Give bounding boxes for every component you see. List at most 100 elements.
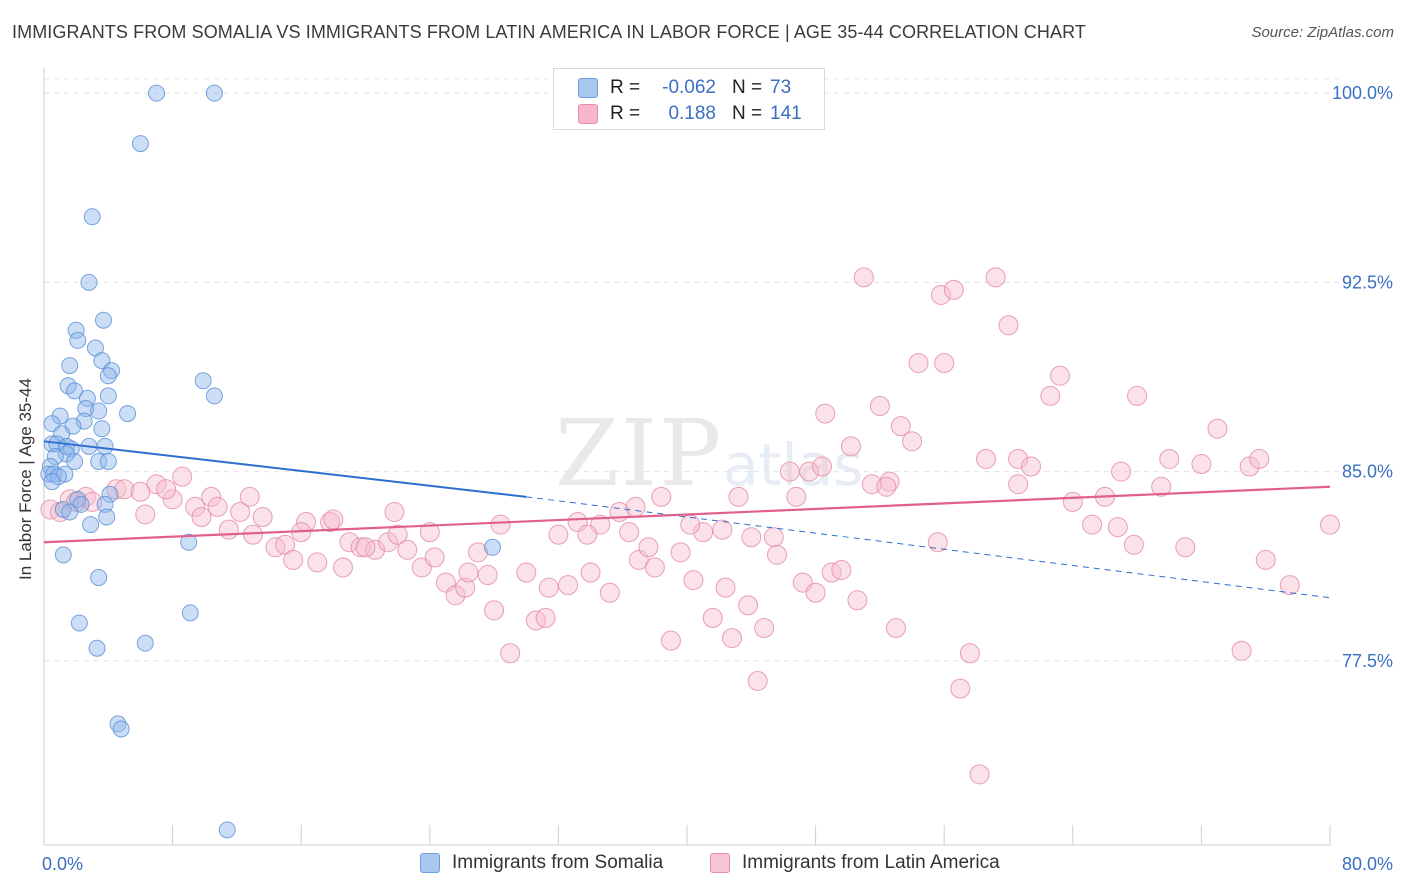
legend-swatch-latin-america xyxy=(710,853,730,873)
data-point xyxy=(77,400,95,418)
data-point xyxy=(46,447,64,465)
data-point xyxy=(683,570,704,591)
data-point xyxy=(54,546,72,564)
trend-line-somalia xyxy=(43,440,527,498)
data-point xyxy=(902,431,923,452)
data-point xyxy=(1279,575,1300,596)
data-point xyxy=(1082,514,1103,535)
data-point xyxy=(242,524,263,545)
legend-item-latin-america[interactable]: Immigrants from Latin America xyxy=(710,852,1000,874)
data-point xyxy=(638,537,659,558)
data-point xyxy=(815,403,836,424)
data-point xyxy=(70,614,88,632)
data-point xyxy=(181,604,199,622)
data-point xyxy=(558,575,579,596)
data-point xyxy=(767,544,788,565)
x-tick-label: 80.0% xyxy=(1342,854,1393,874)
data-point xyxy=(69,490,87,508)
axes xyxy=(43,68,1331,846)
data-point xyxy=(61,357,79,375)
data-point xyxy=(1062,491,1083,512)
data-point xyxy=(205,84,223,102)
data-point xyxy=(83,208,101,226)
data-point xyxy=(455,577,476,598)
data-point xyxy=(112,720,130,738)
legend-n-value: 141 xyxy=(770,103,802,124)
legend-item-somalia[interactable]: Immigrants from Somalia xyxy=(420,852,663,874)
data-point xyxy=(424,547,445,568)
data-point xyxy=(205,387,223,405)
data-point xyxy=(135,504,156,525)
data-point xyxy=(146,474,167,495)
data-point xyxy=(779,461,800,482)
data-point xyxy=(483,538,501,556)
data-point xyxy=(548,524,569,545)
legend-row-somalia: R = -0.062 N = 73 xyxy=(554,75,824,101)
data-point xyxy=(1123,534,1144,555)
data-point xyxy=(75,412,93,430)
data-point xyxy=(490,514,511,535)
data-point xyxy=(320,512,341,533)
data-point xyxy=(516,562,537,583)
data-point xyxy=(985,267,1006,288)
x-tick-label: 0.0% xyxy=(42,854,83,874)
legend-n-label: N = xyxy=(732,103,763,124)
data-point xyxy=(397,539,418,560)
data-point xyxy=(283,549,304,570)
data-point xyxy=(651,486,672,507)
trend-lines xyxy=(43,440,1331,599)
data-point xyxy=(66,382,84,400)
data-point xyxy=(712,519,733,540)
data-point xyxy=(131,135,149,153)
data-point xyxy=(201,486,222,507)
data-point xyxy=(1008,474,1029,495)
data-point xyxy=(599,582,620,603)
data-point xyxy=(69,331,87,349)
legend-r-value: -0.062 xyxy=(662,77,716,98)
data-point xyxy=(975,448,996,469)
data-point xyxy=(853,267,874,288)
data-point xyxy=(194,372,212,390)
data-point xyxy=(500,643,521,664)
data-point xyxy=(943,279,964,300)
data-point xyxy=(869,395,890,416)
data-point xyxy=(1111,461,1132,482)
data-point xyxy=(741,527,762,548)
series-legend: Immigrants from Somalia Immigrants from … xyxy=(0,852,1406,876)
legend-n-label: N = xyxy=(732,77,763,98)
data-point xyxy=(831,559,852,580)
data-point xyxy=(786,486,807,507)
data-point xyxy=(130,481,151,502)
data-point xyxy=(99,387,117,405)
watermark-zip: ZIP xyxy=(555,400,724,507)
legend-r-value: 0.188 xyxy=(668,103,716,124)
legend-n-value: 73 xyxy=(770,77,792,98)
data-point xyxy=(96,495,114,513)
trend-line-somalia-projection xyxy=(526,496,1331,599)
data-point xyxy=(339,532,360,553)
data-point xyxy=(162,489,183,510)
data-point xyxy=(702,607,723,628)
data-point xyxy=(625,496,646,517)
series-latin-america xyxy=(40,267,1340,785)
chart-title: IMMIGRANTS FROM SOMALIA VS IMMIGRANTS FR… xyxy=(12,22,1086,42)
data-point xyxy=(82,516,100,534)
legend-label-somalia: Immigrants from Somalia xyxy=(452,852,664,873)
data-point xyxy=(1231,640,1252,661)
data-point xyxy=(90,569,108,587)
data-point xyxy=(1159,448,1180,469)
data-point xyxy=(1021,456,1042,477)
data-point xyxy=(66,453,84,470)
data-point xyxy=(969,764,990,785)
trend-line-latin-america xyxy=(43,485,1331,544)
data-point xyxy=(191,507,212,528)
data-point xyxy=(136,634,154,652)
legend-row-latin-america: R = 0.188 N = 141 xyxy=(554,101,824,127)
data-point xyxy=(619,522,640,543)
data-point xyxy=(1040,385,1061,406)
data-point xyxy=(1191,454,1212,475)
data-point xyxy=(934,353,955,374)
data-point xyxy=(847,590,868,611)
data-point xyxy=(1175,537,1196,558)
